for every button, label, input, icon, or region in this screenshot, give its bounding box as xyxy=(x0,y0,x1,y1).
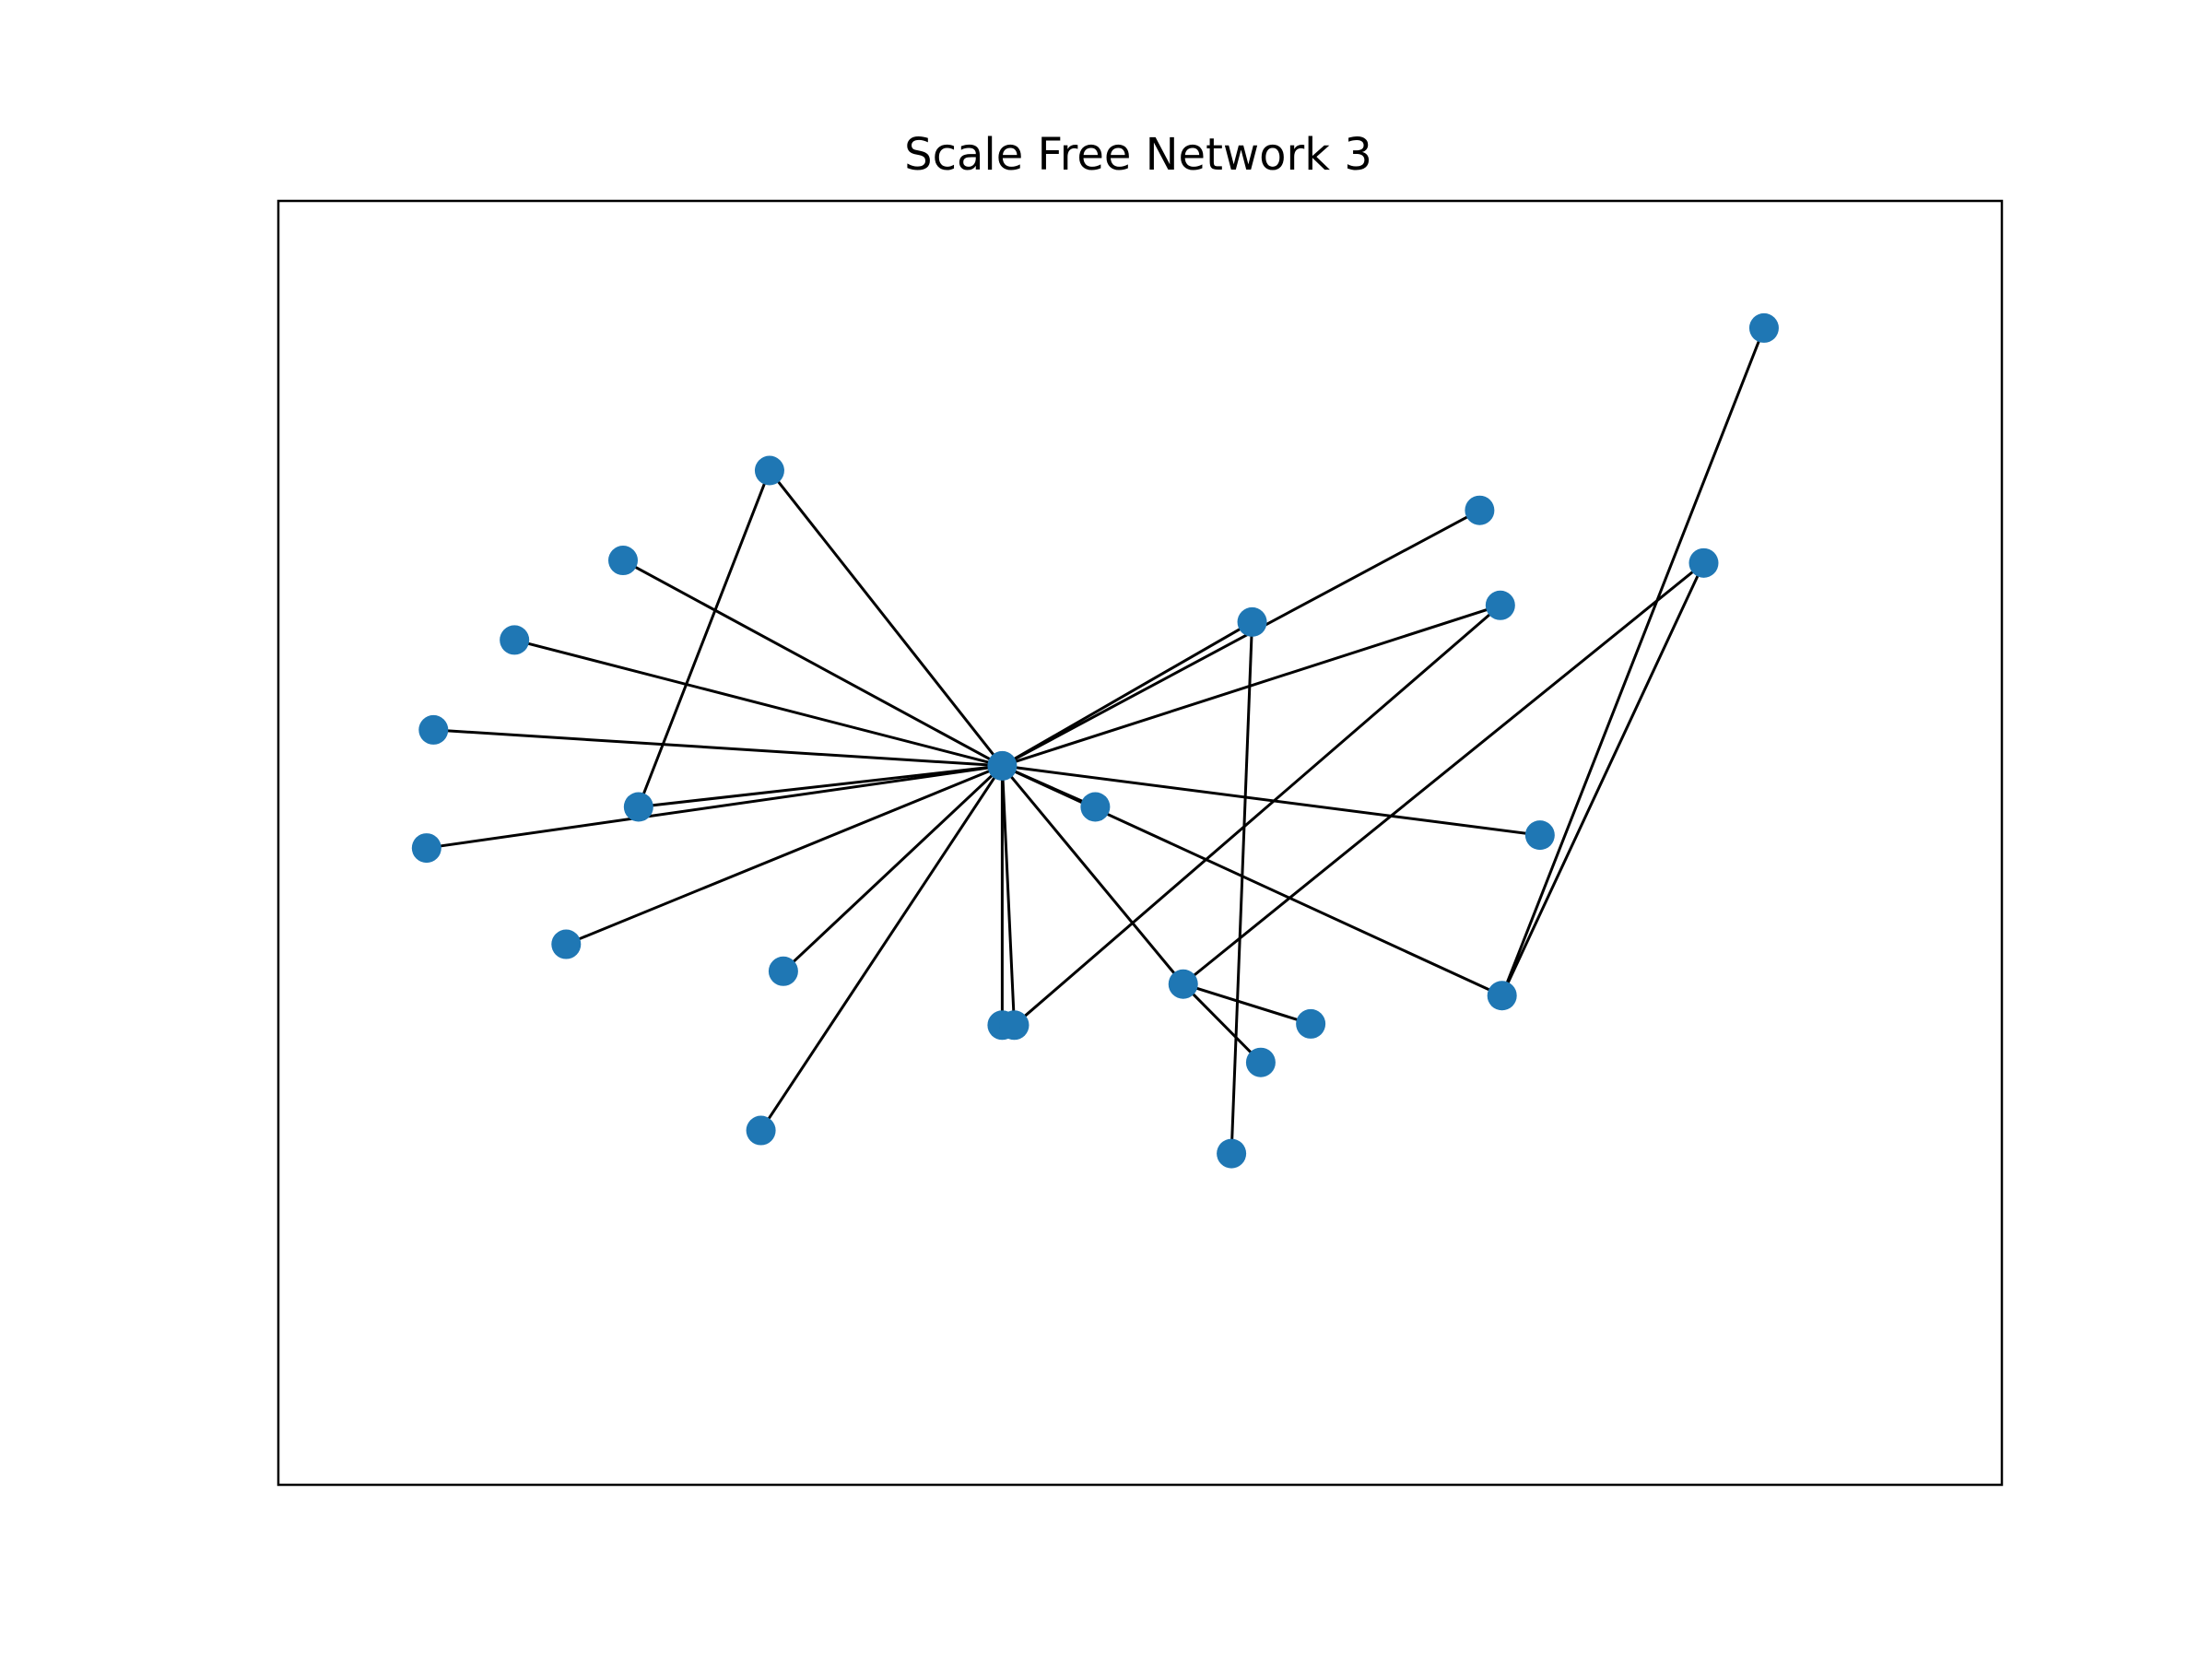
edge-hub-n6 xyxy=(426,764,1003,850)
node-n15 xyxy=(1487,981,1517,1011)
edge-hub-n7 xyxy=(565,764,1003,946)
edge-n18-n17 xyxy=(1182,561,1705,985)
node-n1 xyxy=(754,455,784,486)
edge-hub-n21 xyxy=(759,765,1004,1132)
node-n21 xyxy=(746,1115,776,1146)
edge-hub-n8 xyxy=(782,764,1004,972)
plot-frame xyxy=(276,199,2004,1487)
node-n18 xyxy=(1168,969,1198,999)
edge-hub-n3 xyxy=(513,638,1003,768)
edge-hub-n12 xyxy=(1001,509,1481,768)
node-n6 xyxy=(411,833,441,864)
edge-hub-n22 xyxy=(1000,765,1016,1026)
node-n3 xyxy=(500,625,530,655)
node-n23 xyxy=(1217,1138,1247,1169)
node-n16 xyxy=(1748,312,1779,343)
node-n11 xyxy=(1237,606,1267,637)
edge-hub-n4 xyxy=(433,728,1003,768)
node-hub xyxy=(987,750,1018,781)
edge-hub-n15 xyxy=(1001,764,1503,997)
node-n7 xyxy=(551,929,582,959)
node-n12 xyxy=(1465,495,1495,525)
chart-title: Scale Free Network 3 xyxy=(904,129,1372,181)
node-n2 xyxy=(608,546,638,576)
edge-hub-n14 xyxy=(1002,764,1541,837)
node-n10 xyxy=(1080,792,1111,822)
edge-hub-n1 xyxy=(768,469,1004,767)
node-n17 xyxy=(1688,547,1719,578)
edge-hub-n18 xyxy=(1001,764,1184,985)
edge-layer xyxy=(426,327,1766,1154)
edge-n15-n16 xyxy=(1500,327,1766,996)
edge-hub-n11 xyxy=(1001,620,1253,768)
edge-n15-n17 xyxy=(1500,562,1705,996)
edge-n13-n22 xyxy=(1013,604,1501,1027)
edge-hub-n5 xyxy=(638,764,1003,808)
node-n19 xyxy=(1245,1047,1276,1077)
node-n13 xyxy=(1485,590,1515,620)
node-n20 xyxy=(1296,1008,1326,1039)
node-n5 xyxy=(623,792,653,822)
edge-n1-n5 xyxy=(637,469,771,808)
node-n8 xyxy=(768,956,798,986)
edge-n18-n20 xyxy=(1182,982,1312,1026)
edge-hub-n13 xyxy=(1001,604,1501,768)
node-n22 xyxy=(999,1010,1030,1041)
node-n14 xyxy=(1524,820,1555,851)
edge-n11-n23 xyxy=(1230,621,1254,1154)
node-layer xyxy=(411,312,1779,1169)
edge-n18-n19 xyxy=(1182,982,1262,1064)
edge-hub-n2 xyxy=(622,559,1004,768)
node-n4 xyxy=(418,714,449,745)
